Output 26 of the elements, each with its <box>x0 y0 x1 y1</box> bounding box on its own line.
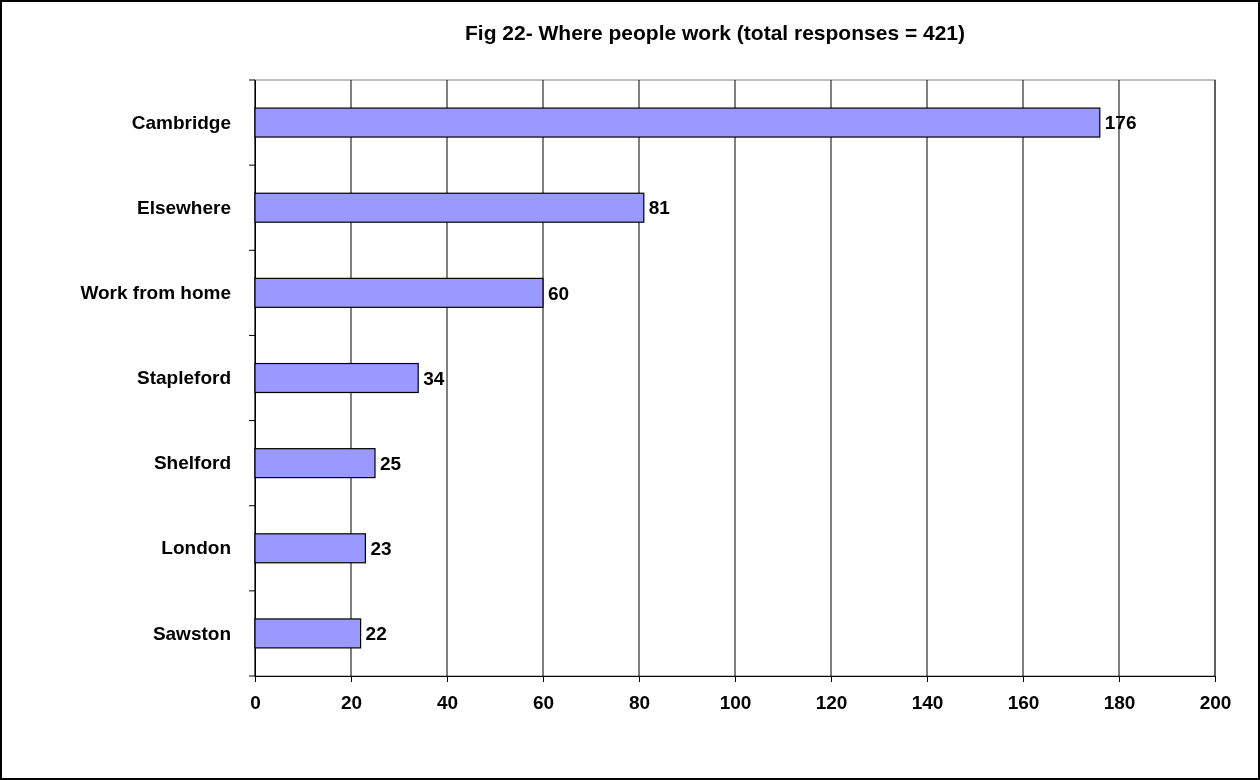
x-tick-label: 180 <box>1103 692 1136 714</box>
x-tick-label: 200 <box>1199 692 1232 714</box>
data-label: 23 <box>370 537 392 559</box>
data-label: 176 <box>1104 112 1137 134</box>
y-tick-label: Sawston <box>152 622 231 644</box>
data-label: 25 <box>380 452 402 474</box>
data-label: 34 <box>423 367 445 389</box>
y-tick-label: Cambridge <box>131 111 231 133</box>
y-tick-label: Shelford <box>153 452 231 474</box>
x-tick-label: 40 <box>436 692 459 714</box>
x-tick-label: 0 <box>250 692 261 714</box>
x-tick-label: 80 <box>628 692 651 714</box>
x-tick-label: 60 <box>532 692 555 714</box>
x-tick-label: 100 <box>719 692 752 714</box>
data-label: 22 <box>365 623 387 645</box>
data-label: 60 <box>548 282 570 304</box>
y-tick-label: Work from home <box>80 281 231 303</box>
x-tick-label: 160 <box>1007 692 1040 714</box>
y-tick-label: London <box>161 537 231 559</box>
data-label: 81 <box>648 197 671 219</box>
x-tick-label: 140 <box>911 692 944 714</box>
x-tick-label: 120 <box>815 692 848 714</box>
x-tick-label: 20 <box>340 692 363 714</box>
chart-title: Fig 22- Where people work (total responses = 421) <box>464 21 966 44</box>
y-tick-label: Elsewhere <box>137 196 231 218</box>
y-tick-label: Stapleford <box>137 367 231 389</box>
